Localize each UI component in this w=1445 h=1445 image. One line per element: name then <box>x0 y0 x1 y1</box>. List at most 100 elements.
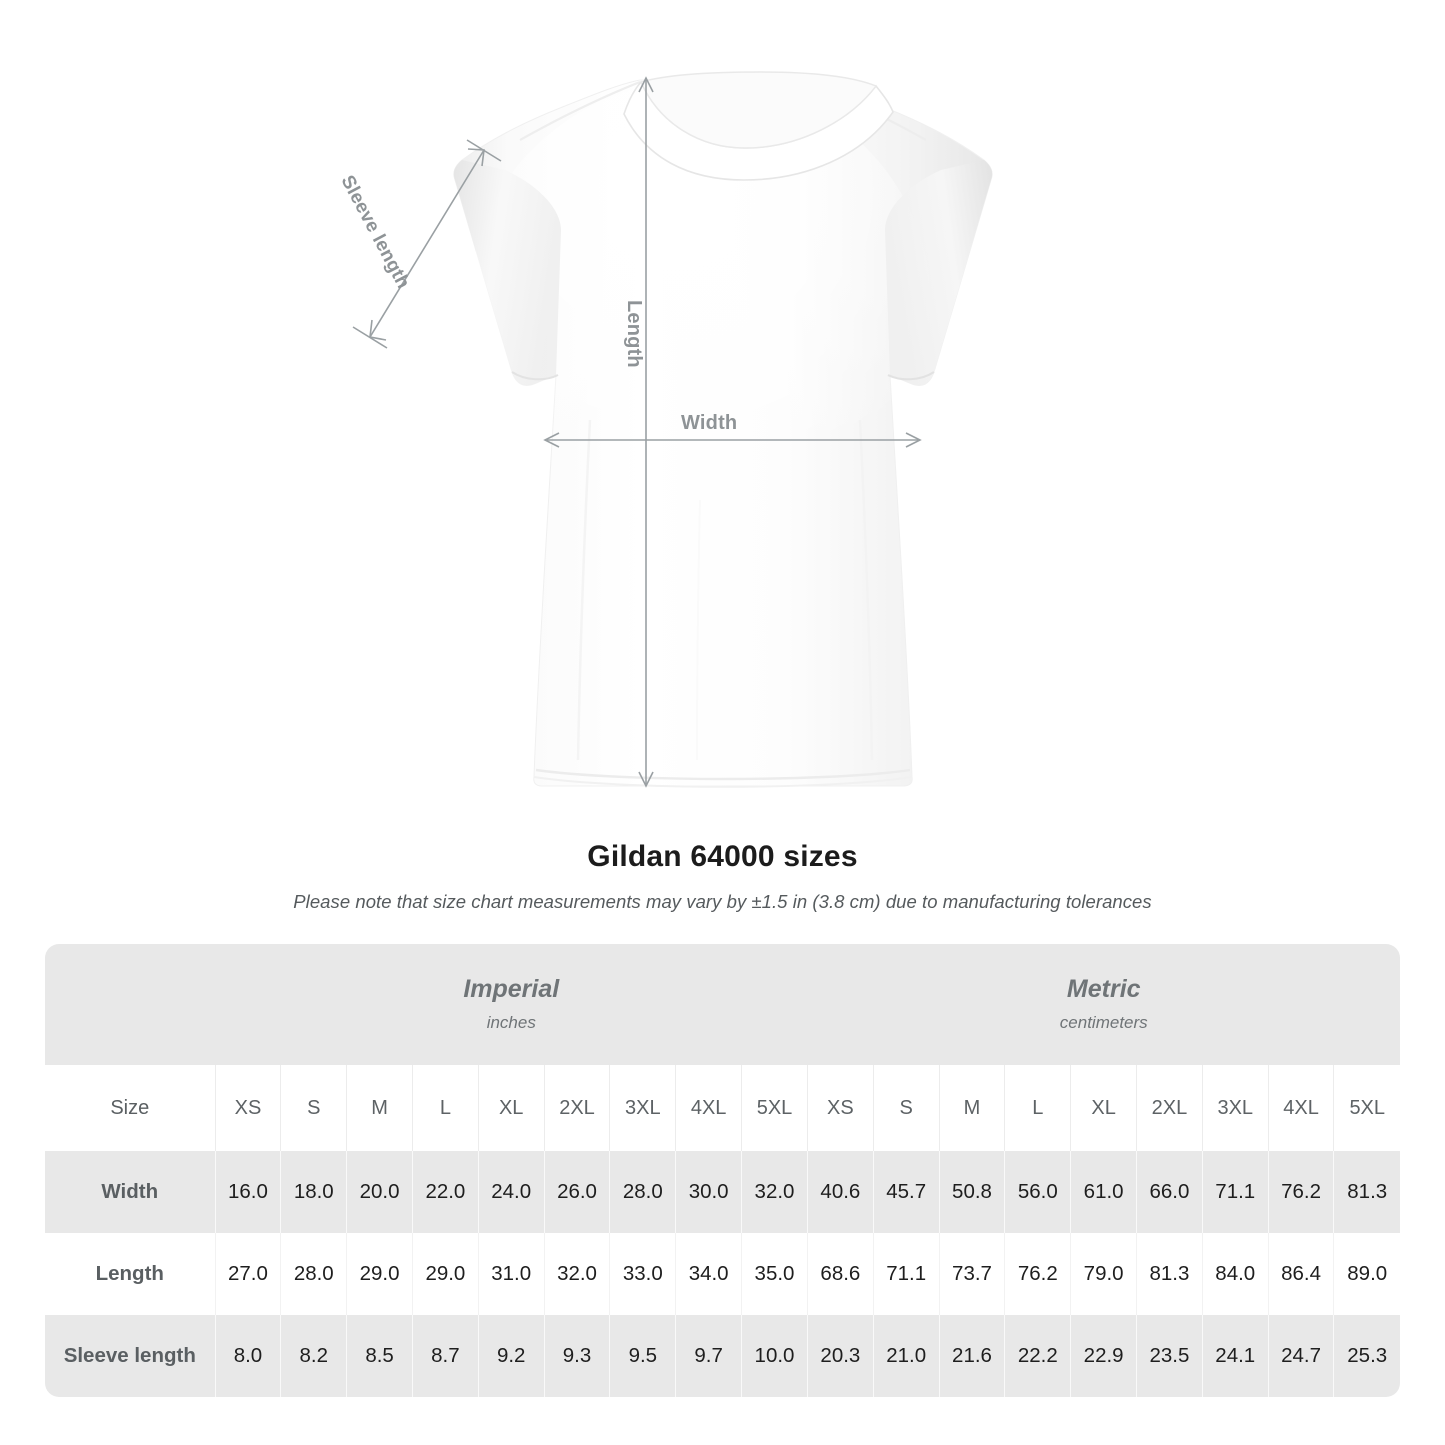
table-row-width: Width 16.0 18.0 20.0 22.0 24.0 26.0 28.0… <box>45 1151 1400 1233</box>
cell-length-imperial-8: 35.0 <box>741 1233 808 1315</box>
cell-length-metric-6: 84.0 <box>1201 1233 1269 1315</box>
table-row-sleeve-length: Sleeve length 8.0 8.2 8.5 8.7 9.2 9.3 9.… <box>45 1315 1400 1397</box>
cell-width-imperial-2: 20.0 <box>346 1151 413 1233</box>
size-header-imperial-0: XS <box>214 1065 281 1151</box>
cell-length-imperial-6: 33.0 <box>609 1233 676 1315</box>
cell-length-metric-1: 71.1 <box>872 1233 940 1315</box>
cell-sleeve-metric-4: 22.9 <box>1070 1315 1137 1397</box>
size-header-metric-8: 5XL <box>1333 1065 1400 1151</box>
length-label: Length <box>623 300 645 368</box>
cell-length-metric-2: 73.7 <box>938 1233 1005 1315</box>
cell-width-imperial-0: 16.0 <box>214 1151 281 1233</box>
unit-spacer-cell <box>45 944 216 1065</box>
cell-sleeve-imperial-8: 10.0 <box>741 1315 808 1397</box>
cell-length-metric-0: 68.6 <box>806 1233 874 1315</box>
cell-sleeve-metric-6: 24.1 <box>1201 1315 1269 1397</box>
cell-length-imperial-0: 27.0 <box>214 1233 281 1315</box>
cell-length-imperial-4: 31.0 <box>477 1233 545 1315</box>
size-chart-table: Imperial inches Metric centimeters Size … <box>45 944 1400 1397</box>
cell-width-metric-1: 45.7 <box>872 1151 940 1233</box>
size-header-metric-7: 4XL <box>1267 1065 1334 1151</box>
unit-sub-imperial: inches <box>486 1012 536 1032</box>
cell-sleeve-metric-3: 22.2 <box>1004 1315 1071 1397</box>
length-dimension-arrow <box>638 76 654 788</box>
cell-sleeve-imperial-1: 8.2 <box>280 1315 347 1397</box>
cell-width-metric-4: 61.0 <box>1070 1151 1137 1233</box>
cell-width-metric-2: 50.8 <box>938 1151 1005 1233</box>
cell-sleeve-imperial-7: 9.7 <box>675 1315 742 1397</box>
cell-sleeve-imperial-5: 9.3 <box>543 1315 610 1397</box>
cell-sleeve-metric-0: 20.3 <box>806 1315 874 1397</box>
cell-length-metric-5: 81.3 <box>1136 1233 1203 1315</box>
cell-sleeve-imperial-4: 9.2 <box>477 1315 545 1397</box>
cell-sleeve-metric-2: 21.6 <box>938 1315 1005 1397</box>
size-header-imperial-4: XL <box>477 1065 545 1151</box>
cell-width-imperial-4: 24.0 <box>477 1151 545 1233</box>
cell-sleeve-metric-1: 21.0 <box>872 1315 940 1397</box>
size-header-imperial-8: 5XL <box>741 1065 808 1151</box>
cell-sleeve-metric-5: 23.5 <box>1136 1315 1203 1397</box>
cell-width-metric-8: 81.3 <box>1333 1151 1400 1233</box>
cell-width-imperial-1: 18.0 <box>280 1151 347 1233</box>
size-header-metric-5: 2XL <box>1136 1065 1203 1151</box>
row-label-width: Width <box>45 1151 216 1233</box>
cell-sleeve-imperial-0: 8.0 <box>214 1315 281 1397</box>
cell-sleeve-metric-8: 25.3 <box>1333 1315 1400 1397</box>
cell-width-imperial-8: 32.0 <box>741 1151 808 1233</box>
width-dimension-arrow <box>543 432 922 448</box>
cell-length-imperial-1: 28.0 <box>280 1233 347 1315</box>
unit-sub-metric: centimeters <box>1059 1012 1148 1032</box>
tshirt-diagram: Width Length Sleeve length <box>336 71 993 788</box>
cell-length-metric-7: 86.4 <box>1267 1233 1334 1315</box>
cell-length-imperial-3: 29.0 <box>411 1233 479 1315</box>
cell-length-imperial-5: 32.0 <box>543 1233 610 1315</box>
size-header-imperial-7: 4XL <box>675 1065 742 1151</box>
row-label-length: Length <box>45 1233 216 1315</box>
size-header-metric-1: S <box>872 1065 940 1151</box>
cell-sleeve-imperial-2: 8.5 <box>346 1315 413 1397</box>
page-title: Gildan 64000 sizes <box>587 840 858 873</box>
row-label-sleeve-length: Sleeve length <box>45 1315 216 1397</box>
cell-length-metric-4: 79.0 <box>1070 1233 1137 1315</box>
unit-cell-metric: Metric centimeters <box>807 944 1400 1065</box>
size-header-metric-2: M <box>938 1065 1005 1151</box>
size-header-imperial-5: 2XL <box>543 1065 610 1151</box>
unit-banner-row: Imperial inches Metric centimeters <box>45 944 1400 1065</box>
cell-sleeve-metric-7: 24.7 <box>1267 1315 1334 1397</box>
tshirt-illustration <box>352 71 993 788</box>
cell-width-metric-7: 76.2 <box>1267 1151 1334 1233</box>
size-header-metric-4: XL <box>1070 1065 1137 1151</box>
width-label: Width <box>681 412 738 434</box>
unit-cell-imperial: Imperial inches <box>215 944 808 1065</box>
table-row-length: Length 27.0 28.0 29.0 29.0 31.0 32.0 33.… <box>45 1233 1400 1315</box>
cell-width-metric-5: 66.0 <box>1136 1151 1203 1233</box>
cell-length-metric-3: 76.2 <box>1004 1233 1071 1315</box>
size-header-row: Size XS S M L XL 2XL 3XL 4XL 5XL XS S M … <box>45 1065 1400 1151</box>
size-chart-table-wrapper: Imperial inches Metric centimeters Size … <box>45 944 1400 1397</box>
cell-width-metric-3: 56.0 <box>1004 1151 1071 1233</box>
size-header-imperial-1: S <box>280 1065 347 1151</box>
heading-block: Gildan 64000 sizes Please note that size… <box>0 840 1445 913</box>
cell-length-imperial-7: 34.0 <box>675 1233 742 1315</box>
cell-width-imperial-6: 28.0 <box>609 1151 676 1233</box>
cell-width-imperial-5: 26.0 <box>543 1151 610 1233</box>
unit-name-imperial: Imperial <box>463 975 560 1004</box>
cell-width-metric-6: 71.1 <box>1201 1151 1269 1233</box>
sleeve-length-dimension-arrow <box>352 139 502 349</box>
cell-width-metric-0: 40.6 <box>806 1151 874 1233</box>
cell-length-imperial-2: 29.0 <box>346 1233 413 1315</box>
size-header-metric-0: XS <box>806 1065 874 1151</box>
size-header-imperial-2: M <box>346 1065 413 1151</box>
unit-name-metric: Metric <box>1066 975 1141 1004</box>
cell-length-metric-8: 89.0 <box>1333 1233 1400 1315</box>
cell-sleeve-imperial-3: 8.7 <box>411 1315 479 1397</box>
cell-width-imperial-3: 22.0 <box>411 1151 479 1233</box>
size-header-metric-3: L <box>1004 1065 1071 1151</box>
tolerance-note: Please note that size chart measurements… <box>293 891 1152 912</box>
size-header-imperial-3: L <box>411 1065 479 1151</box>
size-header-imperial-6: 3XL <box>609 1065 676 1151</box>
cell-width-imperial-7: 30.0 <box>675 1151 742 1233</box>
column-header-size: Size <box>45 1065 216 1151</box>
cell-sleeve-imperial-6: 9.5 <box>609 1315 676 1397</box>
size-header-metric-6: 3XL <box>1201 1065 1269 1151</box>
